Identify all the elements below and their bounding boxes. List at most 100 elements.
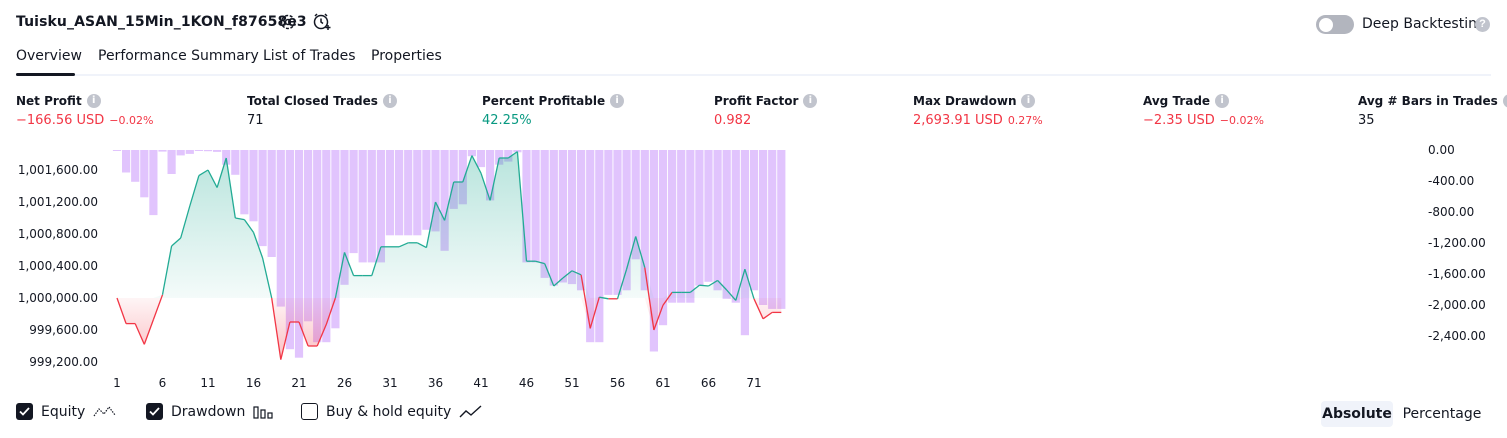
equity-line-segment: [334, 252, 346, 299]
equity-line-segment: [708, 279, 718, 287]
tab-properties[interactable]: Properties: [371, 48, 442, 64]
info-icon[interactable]: i: [86, 94, 101, 108]
active-tab-indicator: [16, 73, 75, 76]
add-alert-icon[interactable]: [312, 12, 332, 32]
equity-line-segment: [325, 297, 337, 325]
right-axis-tick-label: -2,000.00: [1428, 298, 1486, 312]
left-axis-tick-label: 1,000,400.00: [18, 259, 98, 273]
drawdown-bar: [640, 150, 649, 291]
drawdown-bar: [158, 150, 167, 152]
drawdown-bar: [440, 150, 449, 251]
equity-drawdown-chart[interactable]: 1,001,600.00 1,001,200.00 1,000,800.00 1,00…: [0, 140, 1507, 396]
x-axis-tick-label: 21: [291, 376, 306, 390]
drawdown-bar: [577, 150, 586, 291]
drawdown-bar: [740, 150, 749, 336]
drawdown-bar: [759, 150, 768, 305]
help-icon[interactable]: ?: [1475, 17, 1490, 32]
equity-checkbox[interactable]: Equity: [16, 403, 117, 420]
deep-backtesting-label: Deep Backtesting: [1362, 16, 1486, 32]
drawdown-bar: [677, 150, 686, 303]
equity-line-segment: [261, 257, 273, 299]
drawdown-bar: [176, 150, 185, 156]
equity-line-segment: [316, 324, 327, 347]
tab-divider: [16, 74, 1491, 76]
drawdown-bar: [349, 150, 358, 254]
equity-line-segment: [753, 298, 764, 320]
equity-line-segment: [298, 321, 309, 347]
strategy-title: Tuisku_ASAN_15Min_1KON_f87658e3: [16, 14, 307, 30]
info-icon[interactable]: i: [803, 94, 818, 108]
drawdown-bar: [449, 150, 458, 209]
drawdown-bar: [658, 150, 668, 326]
drawdown-bar: [194, 150, 203, 151]
drawdown-bar: [395, 150, 404, 236]
metric-label: Max Drawdown: [913, 94, 1017, 108]
buyhold-line-icon: [459, 404, 482, 417]
equity-line-segment: [616, 269, 628, 299]
checkbox-checked[interactable]: [16, 403, 33, 420]
checkbox-checked[interactable]: [146, 403, 163, 420]
buyhold-checkbox[interactable]: Buy & hold equity: [301, 403, 483, 420]
equity-line-segment: [171, 237, 182, 247]
x-axis-tick-label: 61: [655, 376, 670, 390]
info-icon[interactable]: i: [1215, 94, 1230, 108]
equity-line-segment: [371, 246, 382, 276]
x-axis-tick-label: 6: [159, 376, 167, 390]
equity-line-segment: [726, 289, 737, 301]
tab-overview[interactable]: Overview: [16, 48, 82, 64]
left-axis-tick-label: 999,600.00: [29, 323, 98, 337]
right-axis-tick-label: -400.00: [1428, 174, 1474, 188]
drawdown-bar: [458, 150, 467, 205]
drawdown-bar: [777, 150, 786, 309]
checkbox-unchecked[interactable]: [301, 403, 318, 420]
drawdown-checkbox[interactable]: Drawdown: [146, 403, 275, 420]
metric-value: −2.35 USD: [1143, 113, 1215, 128]
deep-backtesting-toggle[interactable]: [1316, 15, 1354, 34]
equity-line-segment: [462, 155, 473, 183]
equity-line-segment: [216, 157, 227, 188]
drawdown-bar: [203, 150, 213, 152]
equity-line-segment: [416, 242, 427, 249]
equity-line-segment: [343, 252, 355, 276]
drawdown-bar: [731, 150, 740, 303]
x-axis-tick-label: 16: [246, 376, 261, 390]
drawdown-bar: [231, 150, 240, 175]
info-icon[interactable]: i: [610, 94, 625, 108]
metric-value: 71: [247, 113, 264, 128]
tab-list-of-trades[interactable]: List of Trades: [263, 48, 356, 64]
drawdown-bar: [167, 150, 176, 174]
tab-performance-summary[interactable]: Performance Summary: [98, 48, 259, 64]
left-axis-tick-label: 1,001,200.00: [18, 195, 98, 209]
percentage-button[interactable]: Percentage: [1402, 406, 1482, 422]
info-icon[interactable]: i: [382, 94, 397, 108]
metric-percent: −0.02%: [1219, 114, 1264, 127]
drawdown-bar: [385, 150, 395, 236]
drawdown-bar: [413, 150, 422, 236]
drawdown-bar: [331, 150, 340, 329]
metric-avg-bars-in-trades: Avg # Bars in Trades i 35: [1358, 94, 1507, 128]
drawdown-bar: [322, 150, 331, 343]
info-icon[interactable]: i: [1502, 94, 1507, 108]
equity-line-segment: [744, 269, 755, 299]
equity-label: Equity: [41, 403, 86, 420]
drawdown-bar: [367, 150, 376, 263]
drawdown-bar: [768, 150, 777, 309]
info-icon[interactable]: i: [1021, 94, 1036, 108]
equity-line-segment: [699, 284, 709, 287]
equity-line-segment: [689, 284, 700, 293]
equity-line-segment: [507, 151, 518, 159]
drawdown-bar: [595, 150, 604, 343]
drawdown-bar: [340, 150, 349, 285]
absolute-button[interactable]: Absolute: [1321, 401, 1393, 427]
drawdown-bar: [376, 150, 385, 263]
equity-area-positive: [117, 151, 782, 298]
equity-area-negative: [117, 298, 782, 360]
drawdown-label: Drawdown: [171, 403, 246, 420]
settings-icon[interactable]: [278, 12, 298, 32]
drawdown-bar: [558, 150, 567, 283]
equity-line-segment: [252, 232, 264, 259]
metric-label: Avg Trade: [1143, 94, 1211, 108]
drawdown-bar: [695, 150, 704, 286]
equity-line-segment: [243, 219, 255, 233]
drawdown-bar: [631, 150, 640, 260]
